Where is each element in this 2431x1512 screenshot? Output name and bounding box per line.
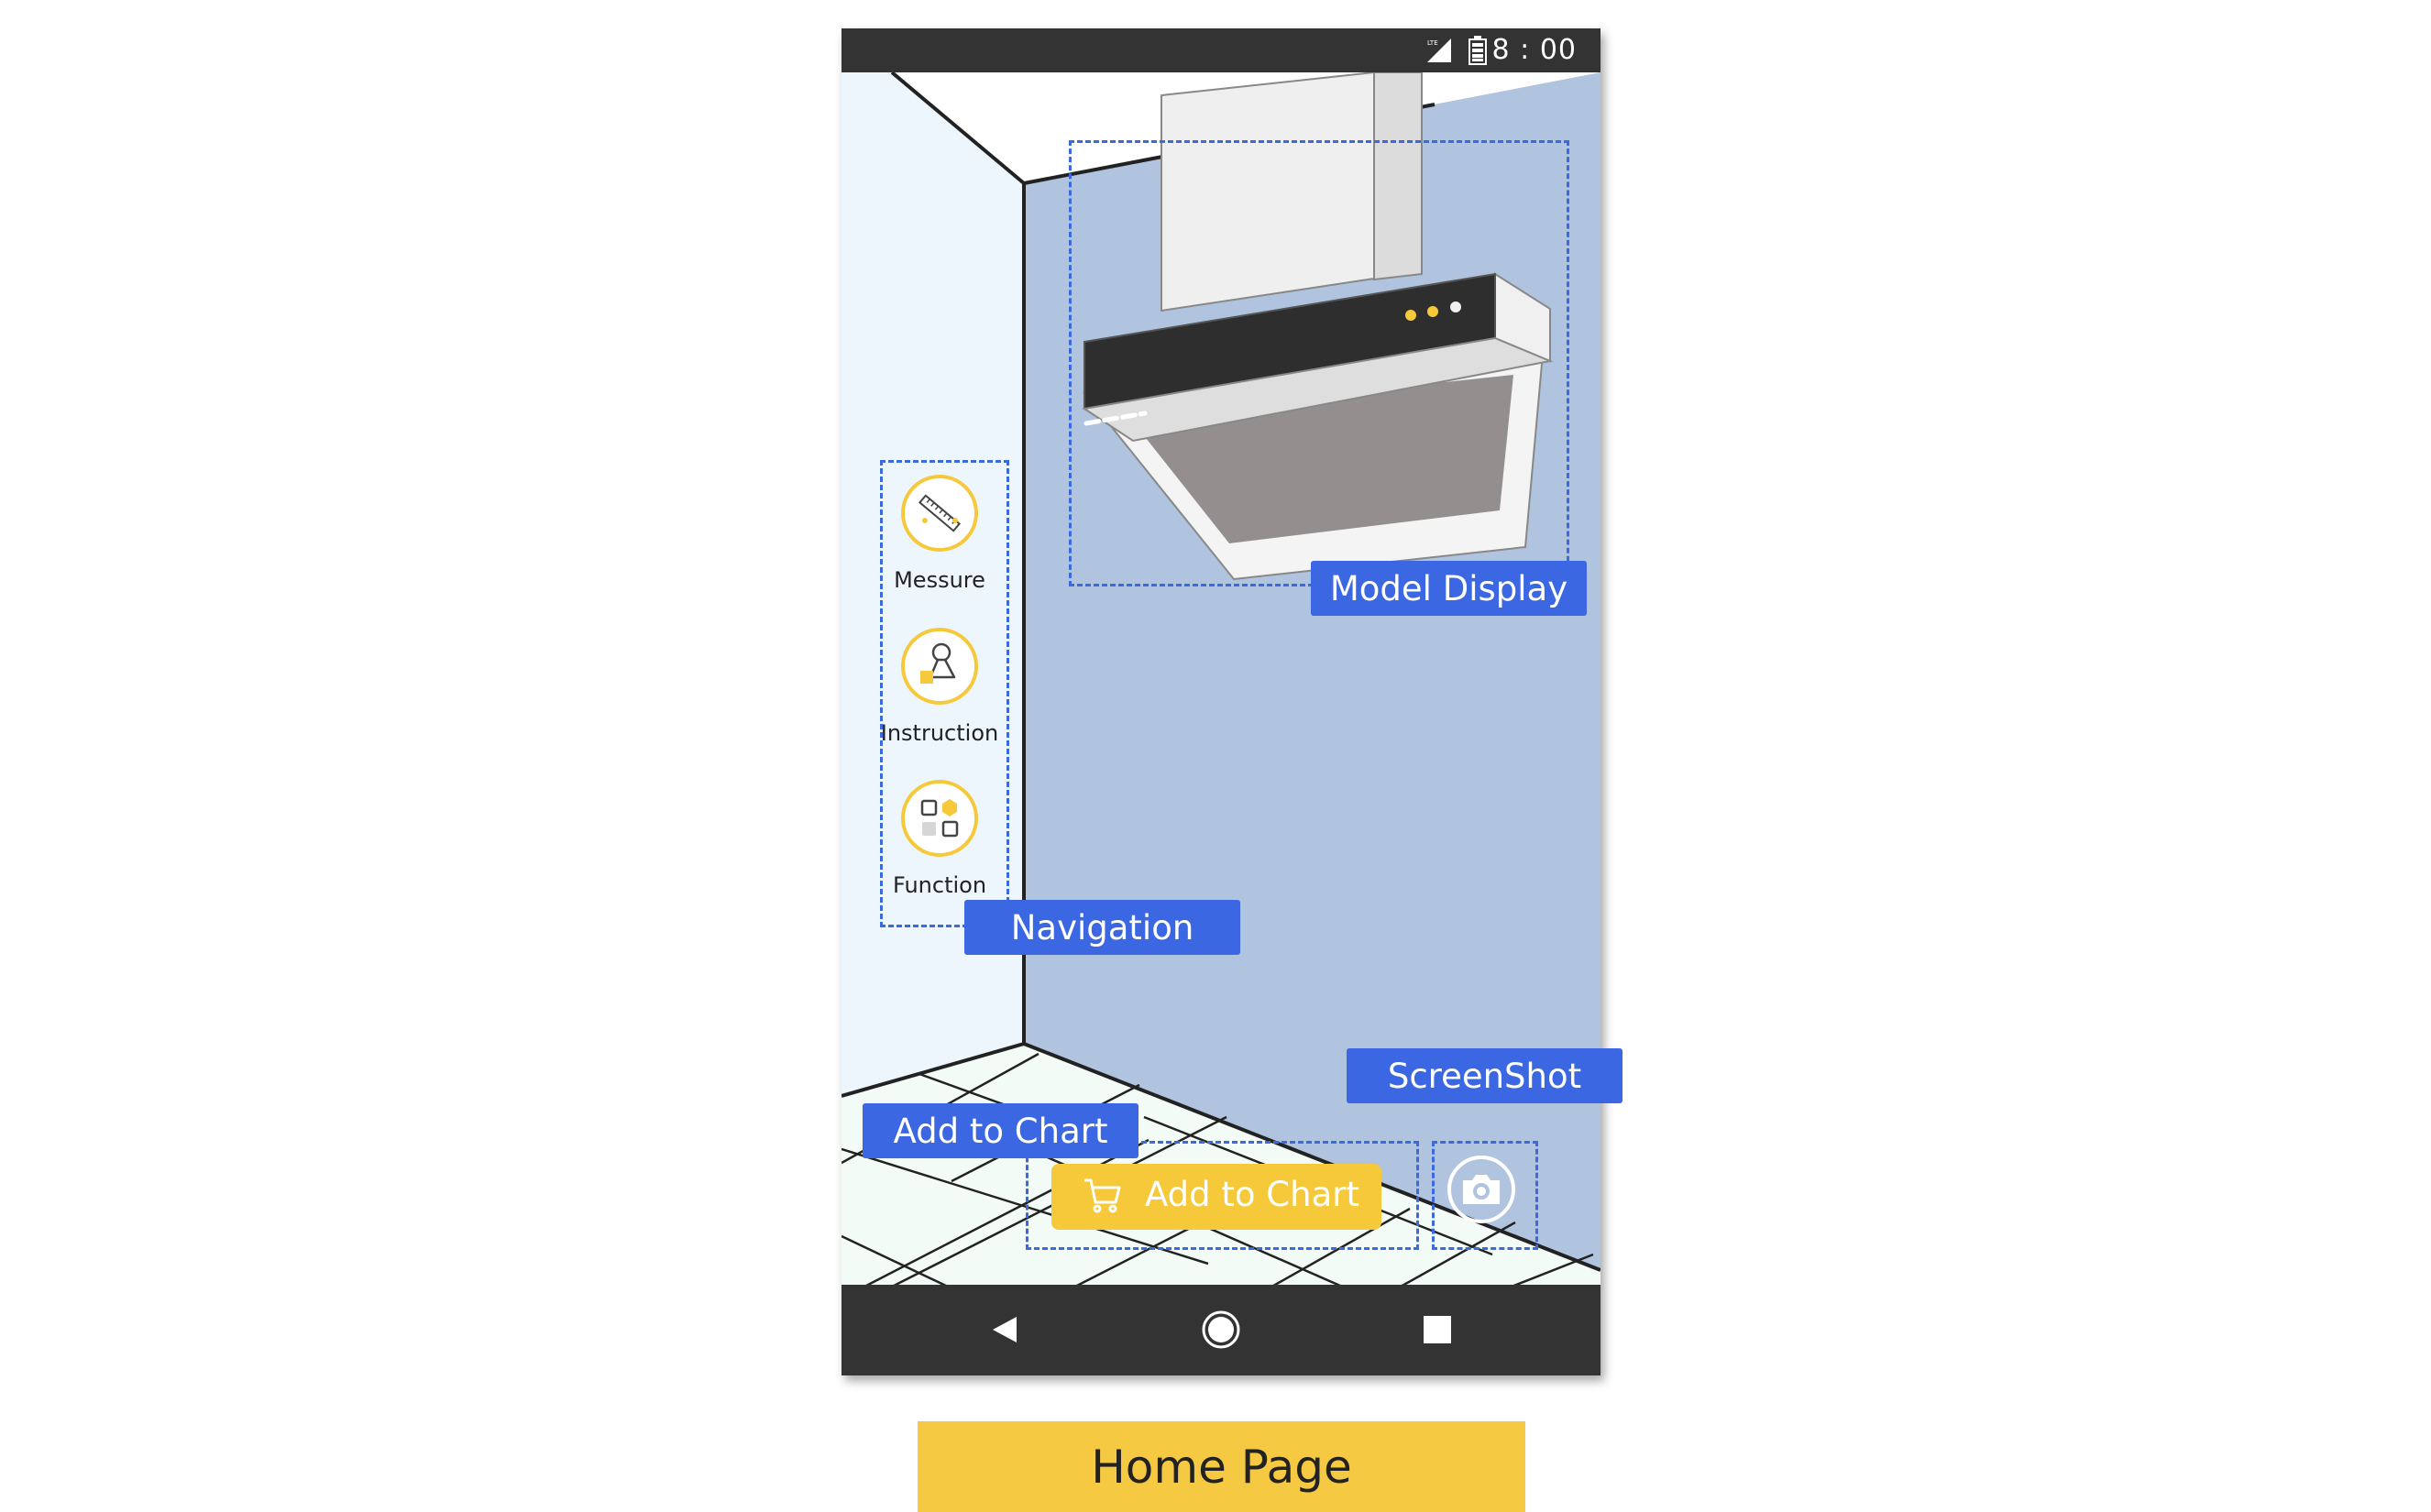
ruler-button[interactable]: [901, 475, 978, 552]
annotation-screenshot: ScreenShot: [1347, 1048, 1622, 1103]
nav-label-function: Function: [892, 872, 987, 898]
model-display-region: [1069, 140, 1569, 586]
annotation-model-display: Model Display: [1311, 561, 1587, 616]
system-navigation-bar: [842, 1285, 1600, 1375]
add-to-cart-button[interactable]: Add to Chart: [1051, 1164, 1381, 1230]
camera-icon[interactable]: [1446, 1155, 1516, 1224]
function-button[interactable]: [901, 780, 978, 857]
status-bar: LTE 8 : 00: [842, 28, 1600, 72]
instruction-button[interactable]: [901, 628, 978, 705]
recent-apps-icon[interactable]: [1416, 1309, 1458, 1351]
instruction-icon: [920, 642, 956, 684]
annotation-navigation: Navigation: [964, 900, 1240, 955]
back-icon[interactable]: [985, 1309, 1028, 1351]
navigation-region: [880, 460, 1009, 927]
function-grid-icon: [920, 799, 959, 838]
home-icon[interactable]: [1200, 1309, 1242, 1351]
nav-label-instruction: Instruction: [880, 720, 999, 746]
annotation-add-to-chart: Add to Chart: [863, 1103, 1138, 1158]
svg-text:LTE: LTE: [1427, 39, 1438, 47]
page-caption: Home Page: [918, 1421, 1525, 1512]
ar-room-scene: [842, 72, 1600, 1312]
screenshot-region: [1432, 1141, 1538, 1250]
signal-icon: LTE: [1427, 38, 1451, 62]
ruler-icon: [918, 494, 962, 532]
phone-screen: LTE 8 : 00: [842, 28, 1600, 1375]
add-to-cart-region: [1026, 1141, 1419, 1250]
clock: 8 : 00: [1491, 34, 1577, 66]
cart-icon: [1084, 1178, 1121, 1213]
range-hood-model[interactable]: [1082, 72, 1554, 581]
add-to-cart-label: Add to Chart: [1145, 1175, 1359, 1214]
battery-icon: [1468, 36, 1487, 65]
nav-label-messure: Messure: [894, 567, 985, 593]
